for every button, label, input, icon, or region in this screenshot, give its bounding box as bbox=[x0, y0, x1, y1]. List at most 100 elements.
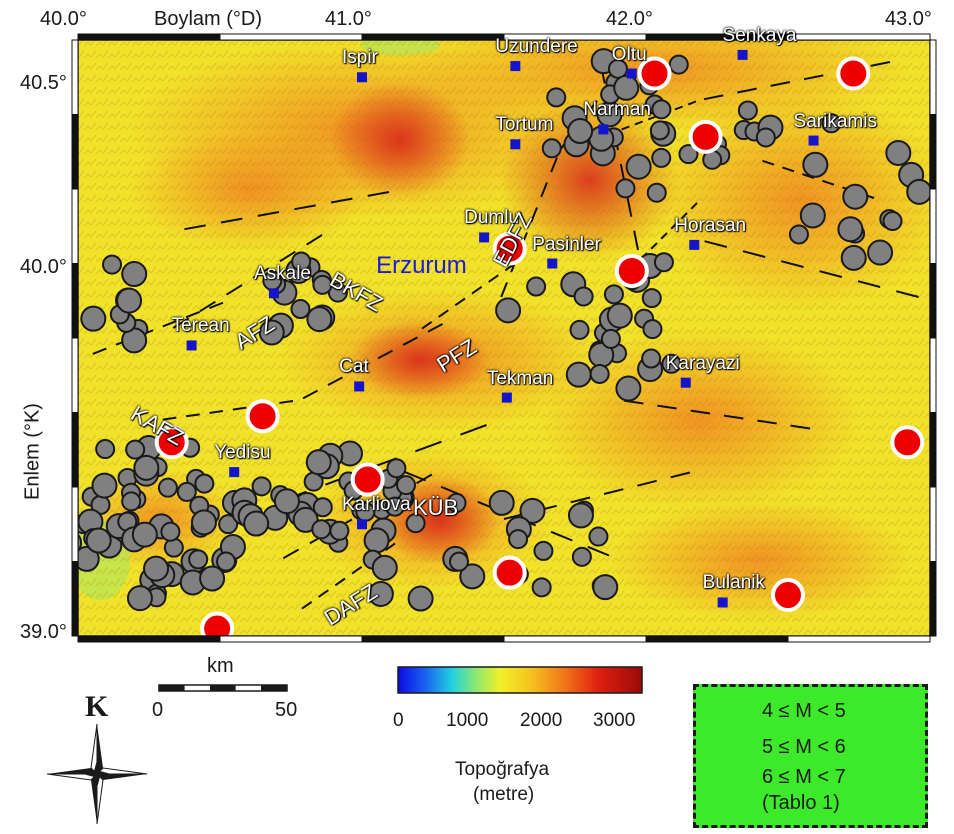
lat-tick-40-5: 40.5° bbox=[20, 72, 67, 94]
lon-tick-41: 41.0° bbox=[325, 8, 372, 30]
earthquake-marker bbox=[678, 144, 699, 165]
large-earthquake-marker bbox=[492, 231, 527, 266]
colorbar-title: Topoğrafya bbox=[455, 759, 550, 780]
fault-segment bbox=[540, 182, 548, 198]
fault-segment bbox=[438, 309, 449, 318]
earthquake-marker bbox=[615, 178, 636, 199]
earthquake-marker bbox=[600, 328, 621, 349]
town-label: Ispir bbox=[342, 47, 378, 69]
earthquake-marker bbox=[85, 527, 112, 554]
town-marker bbox=[547, 258, 558, 269]
earthquake-marker bbox=[312, 274, 333, 295]
earthquake-marker bbox=[251, 476, 272, 497]
large-earthquake-marker bbox=[688, 119, 723, 154]
earthquake-marker bbox=[606, 302, 633, 329]
fault-segment bbox=[790, 424, 811, 430]
fault-segment bbox=[367, 191, 390, 197]
earthquake-marker bbox=[603, 284, 624, 305]
earthquake-marker bbox=[95, 439, 116, 460]
town-marker bbox=[479, 232, 490, 243]
town-label: Bulanik bbox=[702, 572, 765, 594]
fault-segment bbox=[402, 336, 418, 346]
earthquake-marker bbox=[495, 297, 522, 324]
earthquake-marker bbox=[188, 549, 209, 570]
earthquake-marker bbox=[653, 252, 674, 273]
earthquake-marker bbox=[290, 299, 311, 320]
fault-segment bbox=[704, 240, 728, 248]
fault-segment bbox=[762, 159, 775, 166]
town-marker bbox=[501, 392, 512, 403]
earthquake-marker bbox=[305, 449, 332, 476]
town-marker bbox=[229, 467, 240, 478]
legend-row-3b: (Tablo 1) bbox=[762, 792, 840, 814]
earthquake-marker bbox=[215, 551, 236, 572]
colorbar-tick-2000: 2000 bbox=[520, 710, 563, 731]
fault-segment bbox=[723, 414, 744, 420]
town-label: Cat bbox=[339, 356, 369, 378]
earthquake-marker bbox=[126, 585, 153, 612]
earthquake-marker bbox=[571, 546, 592, 567]
earthquake-marker bbox=[867, 239, 894, 266]
fault-segment bbox=[199, 300, 216, 313]
fault-segment bbox=[352, 363, 368, 373]
fault-segment bbox=[590, 100, 598, 110]
fault-segment bbox=[220, 217, 243, 224]
large-earthquake-marker bbox=[614, 253, 649, 288]
earthquake-marker bbox=[102, 254, 123, 275]
earthquake-marker bbox=[273, 488, 300, 515]
earthquake-markers bbox=[78, 48, 930, 636]
fault-segment bbox=[377, 349, 393, 360]
fault-segment bbox=[427, 323, 443, 333]
fault-segment bbox=[301, 601, 313, 610]
fault-segment bbox=[670, 471, 691, 479]
large-earthquake-marker bbox=[200, 611, 235, 636]
earthquake-marker bbox=[588, 526, 609, 547]
fault-segment bbox=[822, 179, 835, 186]
earthquake-marker bbox=[651, 147, 672, 168]
fault-segment bbox=[703, 94, 724, 101]
fault-segment bbox=[294, 204, 316, 211]
earthquake-marker bbox=[641, 348, 662, 369]
town-marker bbox=[808, 135, 819, 146]
fault-segment bbox=[92, 347, 107, 355]
fault-segment bbox=[500, 282, 508, 298]
earthquake-marker bbox=[91, 472, 118, 499]
earthquake-marker bbox=[367, 580, 394, 607]
earthquake-marker bbox=[737, 100, 758, 121]
earthquake-marker bbox=[668, 54, 689, 75]
fault-segment bbox=[634, 120, 644, 126]
lon-tick-42: 42.0° bbox=[606, 8, 653, 30]
town-marker bbox=[354, 381, 365, 392]
compass-rose-icon bbox=[46, 723, 148, 825]
fault-segment bbox=[209, 410, 224, 414]
fault-segment bbox=[550, 157, 558, 173]
earthquake-marker bbox=[163, 537, 184, 558]
large-earthquake-marker bbox=[771, 578, 805, 613]
earthquake-marker bbox=[567, 502, 594, 529]
town-marker bbox=[510, 139, 521, 150]
fault-segment bbox=[279, 250, 296, 263]
town-label: Horasan bbox=[674, 214, 747, 236]
fault-segment bbox=[660, 232, 668, 240]
earthquake-marker bbox=[292, 506, 319, 533]
town-label: Yedisu bbox=[214, 442, 271, 464]
scale-title: km bbox=[207, 655, 234, 677]
earthquake-marker bbox=[405, 513, 426, 534]
fault-segment bbox=[650, 242, 658, 250]
fault-segment bbox=[162, 416, 177, 421]
town-marker bbox=[357, 519, 367, 530]
earthquake-marker bbox=[821, 113, 842, 134]
fault-segment bbox=[647, 115, 657, 121]
earthquake-marker bbox=[384, 496, 405, 517]
earthquake-marker bbox=[508, 529, 529, 550]
scale-max: 50 bbox=[275, 699, 298, 721]
fault-segment bbox=[737, 87, 757, 94]
earthquake-marker bbox=[160, 521, 181, 542]
fault-segment bbox=[330, 197, 353, 204]
fault-segment bbox=[384, 542, 396, 552]
earthquake-marker bbox=[329, 520, 350, 541]
lat-tick-40: 40.0° bbox=[20, 256, 67, 278]
town-marker bbox=[689, 239, 700, 250]
large-earthquake-marker bbox=[890, 425, 925, 460]
fault-segment bbox=[637, 479, 657, 487]
